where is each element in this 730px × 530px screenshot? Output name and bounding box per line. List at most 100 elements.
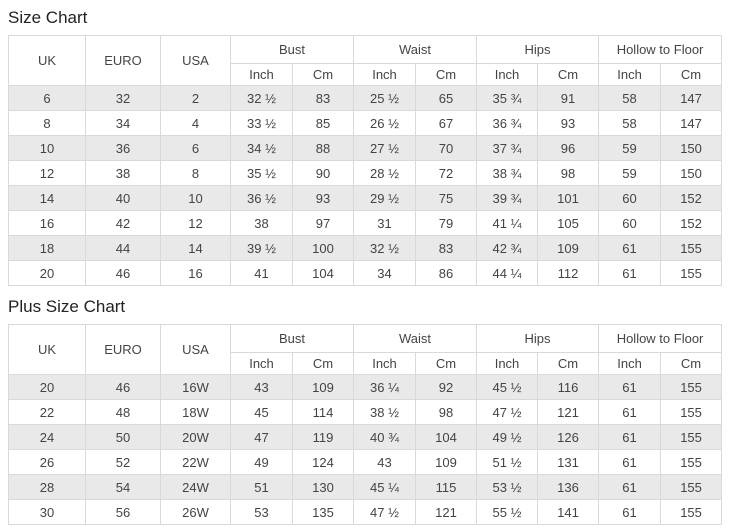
table-cell: 22	[8, 399, 86, 425]
table-cell: 75	[415, 185, 478, 211]
table-row: 30 56 26W 53 135 47 ½ 121 55 ½ 141 61 155	[8, 499, 723, 525]
table-row: 22 48 18W 45 114 38 ½ 98 47 ½ 121 61 155	[8, 399, 723, 425]
table-cell: 42	[85, 210, 161, 236]
header-subcell: Inch	[476, 63, 539, 86]
table-cell: 26 ½	[353, 110, 417, 136]
table-cell: 126	[537, 424, 600, 450]
table-cell: 65	[415, 85, 478, 111]
table-cell: 59	[598, 160, 662, 186]
table-cell: 38 ½	[353, 399, 417, 425]
header-subcell: Cm	[537, 63, 600, 86]
table-cell: 60	[598, 185, 662, 211]
table-cell: 20W	[160, 424, 231, 450]
header-subcell: Inch	[476, 352, 539, 375]
table-cell: 43	[353, 449, 417, 475]
header-cell: Hips	[476, 35, 600, 64]
plus-size-chart-title: Plus Size Chart	[8, 297, 126, 316]
table-cell: 35 ¾	[476, 85, 539, 111]
table-cell: 20	[8, 374, 86, 400]
table-cell: 34 ½	[230, 135, 293, 161]
table-cell: 96	[537, 135, 600, 161]
table-cell: 98	[415, 399, 478, 425]
header-subcell: Cm	[415, 63, 478, 86]
header-group-row: UK EURO USA Bust Waist Hips Hollow to Floor	[8, 35, 723, 86]
table-cell: 51 ½	[476, 449, 539, 475]
table-cell: 155	[660, 399, 723, 425]
table-cell: 44	[85, 235, 161, 261]
table-cell: 22W	[160, 449, 231, 475]
table-row: 28 54 24W 51 130 45 ¼ 115 53 ½ 136 61 155	[8, 474, 723, 500]
table-cell: 93	[537, 110, 600, 136]
table-cell: 36	[85, 135, 161, 161]
table-cell: 61	[598, 424, 662, 450]
table-cell: 90	[291, 160, 355, 186]
table-cell: 10	[8, 135, 86, 161]
header-subcell: Inch	[353, 63, 417, 86]
table-cell: 130	[291, 474, 355, 500]
table-cell: 35 ½	[230, 160, 293, 186]
table-cell: 124	[291, 449, 355, 475]
header-cell: Bust	[229, 324, 355, 353]
table-cell: 42 ¾	[476, 235, 539, 261]
table-cell: 49	[230, 449, 293, 475]
table-cell: 116	[537, 374, 600, 400]
table-cell: 46	[85, 374, 161, 400]
header-subcell: Cm	[537, 352, 600, 375]
table-cell: 93	[291, 185, 355, 211]
table-cell: 104	[291, 260, 355, 286]
table-cell: 101	[537, 185, 600, 211]
table-cell: 16W	[160, 374, 231, 400]
header-cell: Bust	[229, 35, 355, 64]
table-cell: 150	[660, 135, 723, 161]
plus-size-chart-table: UK EURO USA Bust Waist Hips Hollow to Floor Inc…	[8, 324, 723, 525]
table-cell: 18W	[160, 399, 231, 425]
table-cell: 48	[85, 399, 161, 425]
table-cell: 49 ½	[476, 424, 539, 450]
table-cell: 56	[85, 499, 161, 525]
table-cell: 114	[291, 399, 355, 425]
header-subcell: Cm	[291, 63, 355, 86]
table-cell: 8	[160, 160, 231, 186]
header-subcell: Cm	[415, 352, 478, 375]
table-cell: 104	[415, 424, 478, 450]
table-cell: 34	[85, 110, 161, 136]
header-subcell: Inch	[230, 63, 293, 86]
table-cell: 32 ½	[353, 235, 417, 261]
table-cell: 121	[415, 499, 478, 525]
header-subcell: Cm	[291, 352, 355, 375]
table-cell: 152	[660, 210, 723, 236]
table-cell: 41 ¼	[476, 210, 539, 236]
header-subcell: Cm	[660, 352, 723, 375]
table-cell: 109	[537, 235, 600, 261]
table-cell: 47 ½	[476, 399, 539, 425]
table-cell: 70	[415, 135, 478, 161]
table-cell: 4	[160, 110, 231, 136]
table-cell: 60	[598, 210, 662, 236]
table-cell: 45 ¼	[353, 474, 417, 500]
table-cell: 37 ¾	[476, 135, 539, 161]
header-subcell: Inch	[353, 352, 417, 375]
header-cell: Hollow to Floor	[598, 35, 723, 64]
table-row: 12 38 8 35 ½ 90 28 ½ 72 38 ¾ 98 59 150	[8, 160, 723, 186]
table-row: 24 50 20W 47 119 40 ¾ 104 49 ½ 126 61 155	[8, 424, 723, 450]
table-cell: 26W	[160, 499, 231, 525]
table-cell: 47	[230, 424, 293, 450]
header-subcell: Cm	[660, 63, 723, 86]
header-cell: USA	[160, 324, 231, 375]
header-cell: EURO	[85, 35, 161, 86]
table-cell: 155	[660, 499, 723, 525]
header-cell: Waist	[353, 324, 478, 353]
table-cell: 55 ½	[476, 499, 539, 525]
table-cell: 61	[598, 399, 662, 425]
table-cell: 141	[537, 499, 600, 525]
header-group-row: UK EURO USA Bust Waist Hips Hollow to Floor	[8, 324, 723, 375]
table-cell: 61	[598, 374, 662, 400]
header-sub-row: Inch Cm Inch Cm Inch Cm Inch Cm	[9, 63, 723, 86]
table-cell: 61	[598, 235, 662, 261]
header-cell: USA	[160, 35, 231, 86]
header-cell: UK	[8, 324, 86, 375]
table-cell: 131	[537, 449, 600, 475]
table-cell: 119	[291, 424, 355, 450]
table-row: 10 36 6 34 ½ 88 27 ½ 70 37 ¾ 96 59 150	[8, 135, 723, 161]
